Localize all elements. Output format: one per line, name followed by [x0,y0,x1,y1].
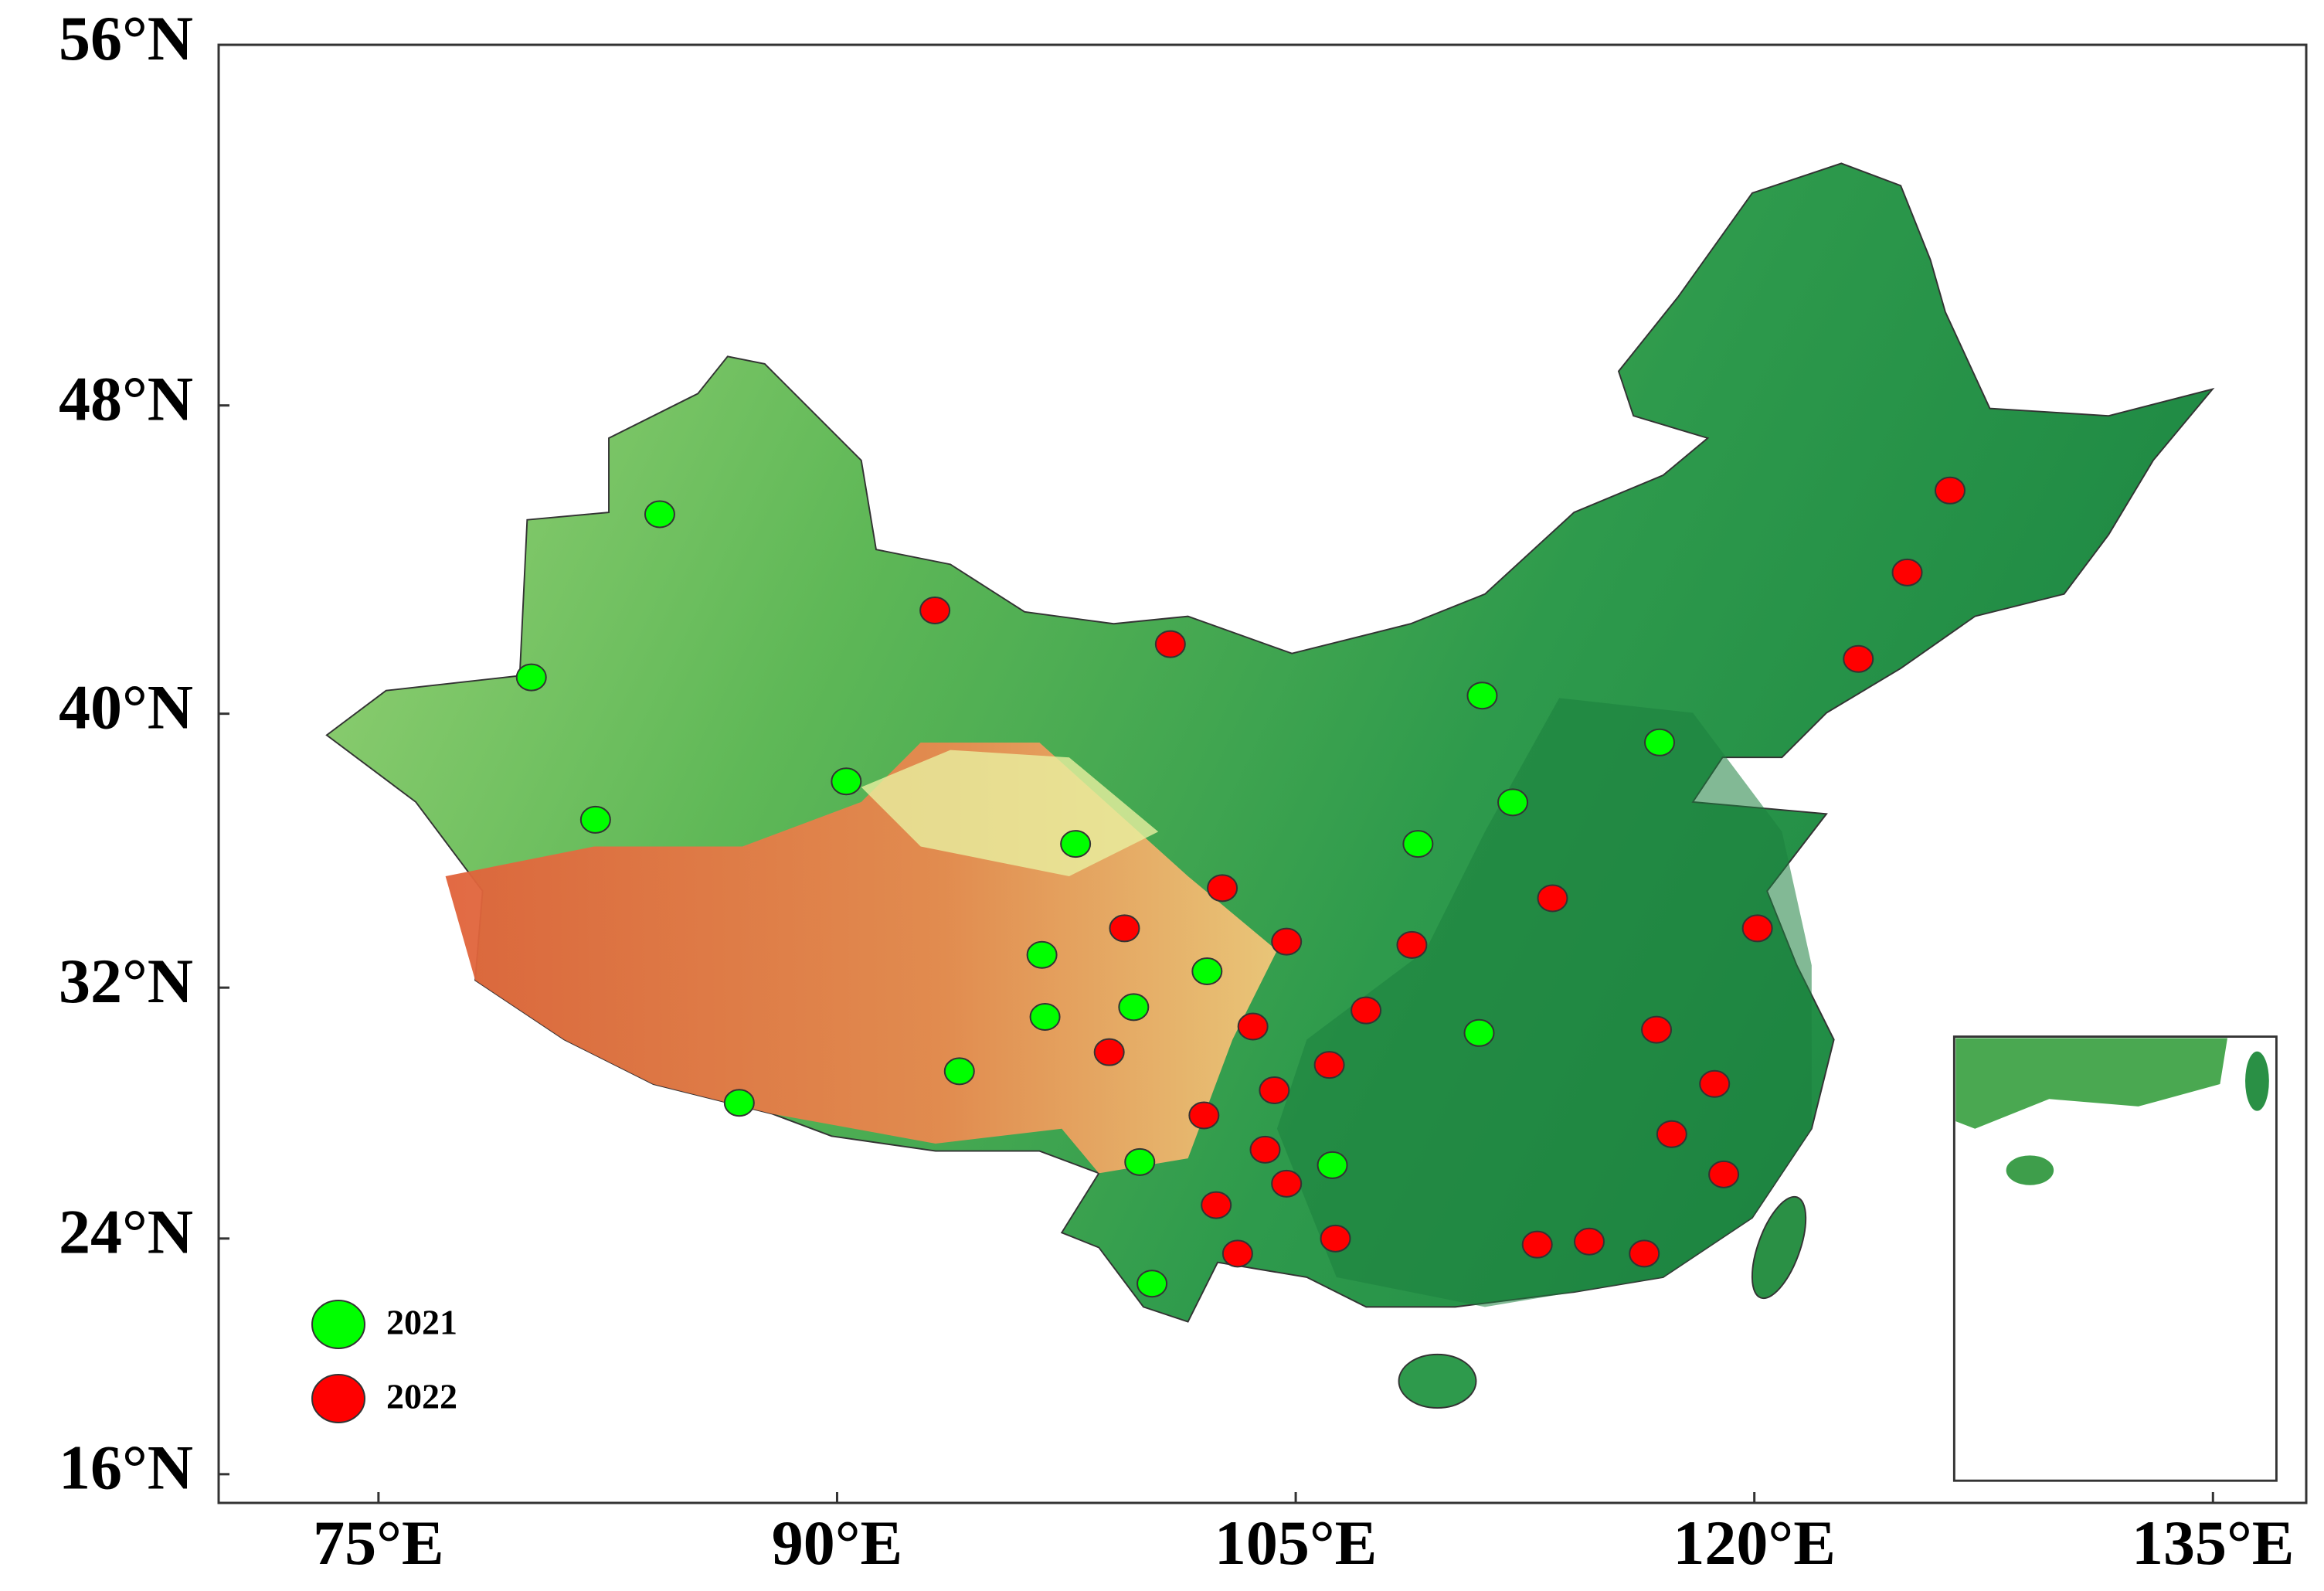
legend-swatch [311,1300,365,1349]
plot-frame [217,43,2308,1504]
site-marker [1207,874,1238,903]
site-marker [1221,1239,1253,1268]
legend-swatch [311,1374,365,1423]
basemap [325,162,2278,1482]
inset-island [2245,1051,2269,1111]
site-marker [1317,1151,1348,1179]
y-tick-label: 56°N [59,3,193,73]
site-marker [1154,630,1186,658]
site-marker [1093,1038,1125,1066]
site-marker [1026,940,1058,969]
site-marker [1137,1270,1168,1298]
lowland [1276,698,1812,1307]
site-marker [1497,788,1529,817]
inset-land [1955,1038,2227,1129]
site-marker [1741,914,1773,943]
site-marker [1313,1051,1345,1079]
site-marker [1629,1239,1660,1268]
x-tick-label: 90°E [772,1508,903,1578]
site-marker [1351,996,1382,1025]
site-marker [1934,476,1966,505]
site-marker [1124,1147,1156,1176]
legend-label: 2022 [386,1377,457,1416]
site-marker [1573,1227,1605,1256]
site-marker [1029,1002,1061,1031]
site-marker [831,767,862,796]
site-marker [515,663,547,692]
y-tick-label: 32°N [59,946,193,1016]
site-marker [1259,1076,1290,1104]
site-marker [1891,558,1923,586]
inset-island [2006,1155,2054,1185]
site-marker [1249,1135,1281,1164]
site-marker [1237,1012,1269,1041]
site-marker [1843,644,1874,673]
site-marker [1188,1101,1220,1130]
site-marker [1191,957,1223,985]
site-marker [1320,1224,1351,1253]
taiwan [1751,1195,1807,1300]
site-marker [1271,1169,1303,1198]
y-tick-label: 48°N [59,364,193,434]
site-marker [1466,682,1498,710]
site-marker [1109,914,1140,943]
site-marker [919,597,951,625]
site-marker [1201,1191,1232,1219]
y-tick-label: 24°N [59,1197,193,1267]
site-marker [723,1089,755,1117]
site-marker [1641,1015,1673,1044]
site-marker [1643,728,1675,756]
site-marker [1060,830,1092,858]
site-marker [1271,927,1303,956]
site-marker [1118,993,1150,1022]
site-marker [1463,1018,1495,1047]
site-marker [1537,884,1568,913]
hainan [1398,1353,1477,1409]
site-marker [644,500,675,529]
site-marker [1521,1230,1553,1259]
site-marker [1708,1160,1740,1188]
site-marker [1396,930,1428,959]
site-marker [1402,830,1434,858]
x-tick-label: 105°E [1215,1508,1378,1578]
y-tick-label: 40°N [59,671,193,742]
site-marker [1656,1120,1687,1148]
legend-label: 2021 [386,1303,457,1342]
x-tick-label: 135°E [2132,1508,2295,1578]
x-tick-label: 120°E [1673,1508,1836,1578]
x-tick-label: 75°E [313,1508,444,1578]
y-tick-label: 16°N [59,1433,193,1503]
site-marker [579,805,611,834]
site-marker [1699,1069,1731,1098]
site-marker [943,1057,975,1086]
